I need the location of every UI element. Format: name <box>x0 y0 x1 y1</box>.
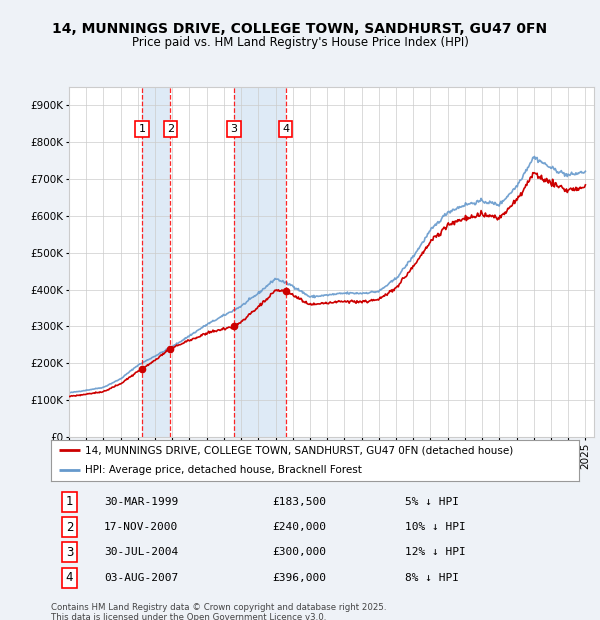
Text: 17-NOV-2000: 17-NOV-2000 <box>104 522 178 532</box>
Text: £300,000: £300,000 <box>273 547 327 557</box>
Text: 1: 1 <box>66 495 73 508</box>
Text: 3: 3 <box>66 546 73 559</box>
Text: £396,000: £396,000 <box>273 573 327 583</box>
Text: Price paid vs. HM Land Registry's House Price Index (HPI): Price paid vs. HM Land Registry's House … <box>131 36 469 49</box>
Text: 2: 2 <box>167 124 174 134</box>
Text: 14, MUNNINGS DRIVE, COLLEGE TOWN, SANDHURST, GU47 0FN: 14, MUNNINGS DRIVE, COLLEGE TOWN, SANDHU… <box>52 22 548 36</box>
Text: 2: 2 <box>66 521 73 534</box>
Text: 1: 1 <box>139 124 145 134</box>
Text: 5% ↓ HPI: 5% ↓ HPI <box>405 497 459 507</box>
Text: 14, MUNNINGS DRIVE, COLLEGE TOWN, SANDHURST, GU47 0FN (detached house): 14, MUNNINGS DRIVE, COLLEGE TOWN, SANDHU… <box>85 445 514 455</box>
Text: 4: 4 <box>66 571 73 584</box>
Text: 03-AUG-2007: 03-AUG-2007 <box>104 573 178 583</box>
Text: 12% ↓ HPI: 12% ↓ HPI <box>405 547 466 557</box>
Bar <box>142 87 170 437</box>
Text: 30-JUL-2004: 30-JUL-2004 <box>104 547 178 557</box>
Text: HPI: Average price, detached house, Bracknell Forest: HPI: Average price, detached house, Brac… <box>85 466 362 476</box>
Text: £183,500: £183,500 <box>273 497 327 507</box>
Text: 4: 4 <box>282 124 289 134</box>
Text: Contains HM Land Registry data © Crown copyright and database right 2025.
This d: Contains HM Land Registry data © Crown c… <box>51 603 386 620</box>
Text: 30-MAR-1999: 30-MAR-1999 <box>104 497 178 507</box>
Text: 10% ↓ HPI: 10% ↓ HPI <box>405 522 466 532</box>
Text: 3: 3 <box>230 124 238 134</box>
Text: £240,000: £240,000 <box>273 522 327 532</box>
Bar <box>234 87 286 437</box>
Text: 8% ↓ HPI: 8% ↓ HPI <box>405 573 459 583</box>
